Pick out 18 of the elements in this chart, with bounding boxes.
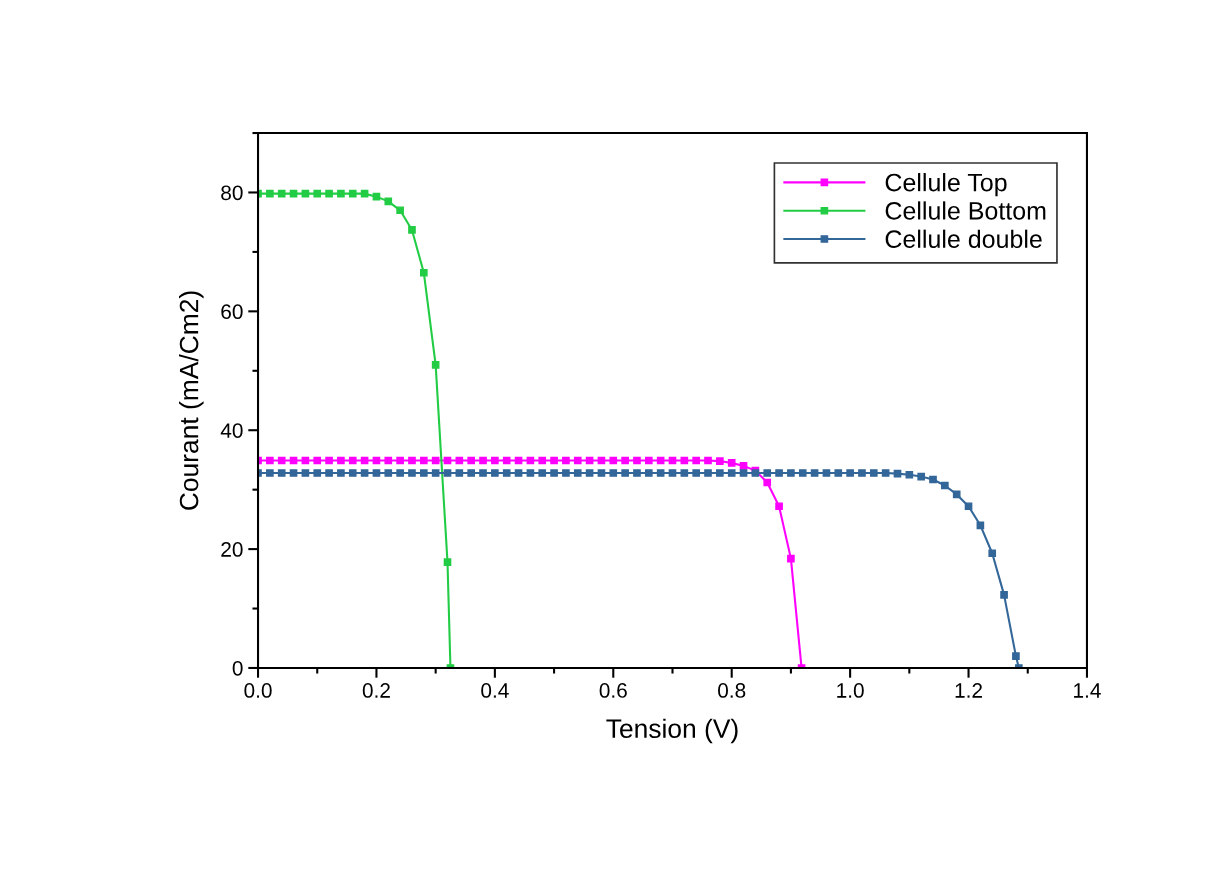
y-tick-label: 0 bbox=[232, 660, 243, 676]
legend-label: Cellule Bottom bbox=[885, 201, 1046, 220]
y-tick-label: 40 bbox=[220, 423, 243, 438]
y-axis-title: Courant (mA/Cm2) bbox=[179, 291, 204, 510]
x-tick-label: 0.0 bbox=[244, 683, 272, 698]
y-tick-label: 20 bbox=[221, 542, 243, 557]
y-tick-label: 60 bbox=[221, 304, 243, 320]
x-tick-label: 0.2 bbox=[362, 683, 390, 698]
x-tick-label: 0.8 bbox=[718, 683, 746, 698]
y-tick-label: 80 bbox=[221, 185, 243, 201]
x-tick-label: 1.0 bbox=[837, 683, 864, 698]
x-tick-label: 1.4 bbox=[1074, 683, 1101, 698]
x-tick-label: 0.4 bbox=[481, 683, 509, 698]
legend-label: Cellule double bbox=[885, 229, 1042, 248]
legend-label: Cellule Top bbox=[885, 173, 1007, 197]
x-tick-label: 1.2 bbox=[955, 683, 982, 698]
x-tick-label: 0.6 bbox=[599, 683, 627, 698]
x-axis-title: Tension (V) bbox=[606, 718, 738, 744]
